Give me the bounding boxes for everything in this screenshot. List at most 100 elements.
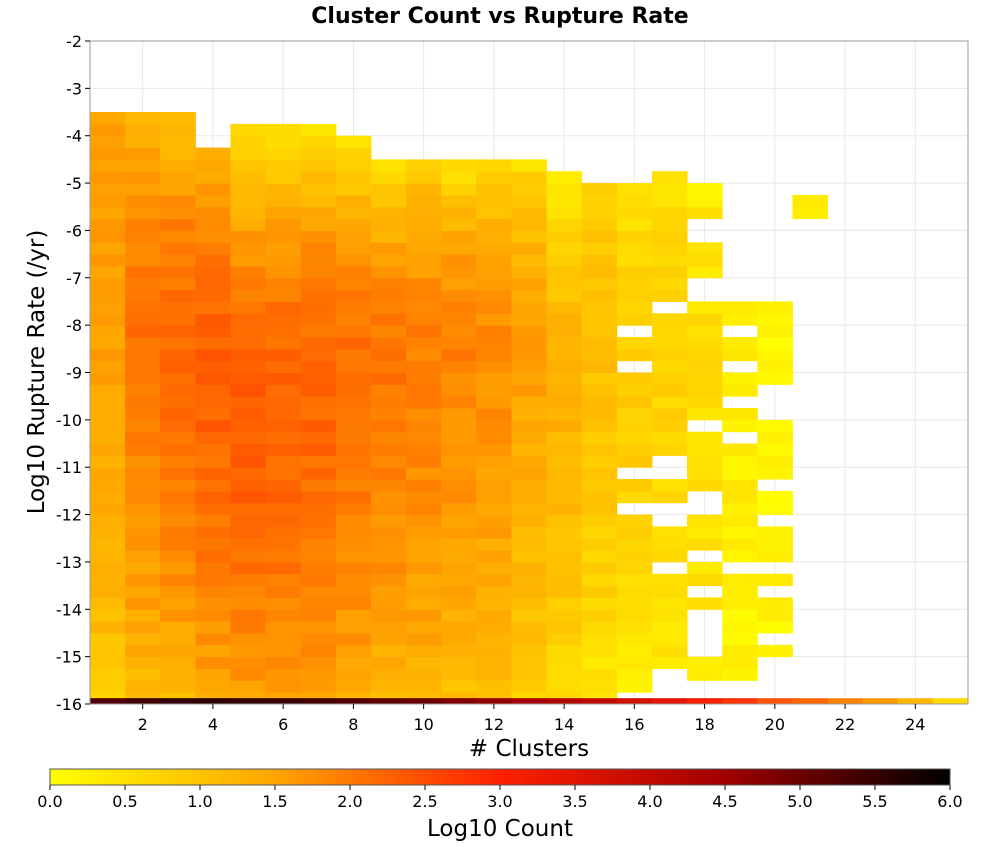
heatmap-cell xyxy=(616,656,653,669)
heatmap-cell xyxy=(300,680,337,693)
heatmap-cell xyxy=(335,147,372,160)
heatmap-cell xyxy=(90,455,126,468)
heatmap-cell xyxy=(335,443,372,456)
heatmap-cell xyxy=(195,159,231,172)
heatmap-cell xyxy=(335,621,372,634)
heatmap-cell xyxy=(335,336,372,350)
heatmap-cell xyxy=(476,514,512,527)
heatmap-cell xyxy=(511,218,548,231)
heatmap-cell xyxy=(616,550,653,563)
heatmap-cell-bottom xyxy=(406,698,442,704)
heatmap-cell xyxy=(195,455,231,468)
heatmap-cell xyxy=(265,573,302,587)
heatmap-cell xyxy=(265,313,302,326)
heatmap-cell xyxy=(125,277,161,291)
heatmap-cell xyxy=(335,265,372,279)
heatmap-cell xyxy=(441,313,477,326)
heatmap-cell-bottom xyxy=(476,698,512,704)
x-tick-label: 22 xyxy=(835,715,855,734)
heatmap-cell xyxy=(265,396,302,409)
heatmap-cell xyxy=(335,455,372,468)
heatmap-cell xyxy=(616,194,653,208)
heatmap-cell xyxy=(160,443,196,456)
heatmap-cell xyxy=(757,455,793,468)
heatmap-cell xyxy=(335,396,372,409)
heatmap-cell xyxy=(335,419,372,433)
heatmap-cell xyxy=(651,419,688,433)
heatmap-cell xyxy=(160,502,196,516)
heatmap-cell xyxy=(441,159,477,172)
heatmap-cell xyxy=(125,325,161,338)
heatmap-cell xyxy=(90,514,126,527)
heatmap-cell xyxy=(195,668,231,681)
heatmap-cell xyxy=(230,455,267,468)
x-tick-label: 2 xyxy=(138,715,148,734)
heatmap-cell xyxy=(370,218,407,231)
heatmap-cell-bottom xyxy=(687,698,723,704)
y-tick-label: -8 xyxy=(66,316,82,335)
heatmap-cell xyxy=(160,644,196,658)
heatmap-cell xyxy=(757,538,793,551)
colorbar-tick-label: 5.5 xyxy=(862,792,887,811)
heatmap-cell xyxy=(195,597,231,610)
heatmap-cell xyxy=(125,502,161,516)
heatmap-cell xyxy=(300,396,337,409)
heatmap-cell xyxy=(230,561,267,575)
heatmap-cell xyxy=(160,336,196,350)
heatmap-cell xyxy=(476,336,512,350)
x-tick-label: 14 xyxy=(554,715,574,734)
heatmap-cell xyxy=(335,656,372,669)
heatmap-cell xyxy=(792,194,829,208)
x-tick-label: 6 xyxy=(278,715,288,734)
heatmap-cell-bottom xyxy=(862,698,899,704)
heatmap-cell xyxy=(125,112,161,125)
heatmap-cell xyxy=(616,455,653,468)
heatmap-cell xyxy=(441,289,477,302)
heatmap-cell xyxy=(546,538,583,551)
heatmap-cell xyxy=(687,336,723,350)
heatmap-cell xyxy=(300,206,337,220)
heatmap-cell xyxy=(125,123,161,137)
heatmap-cell xyxy=(581,408,618,421)
heatmap-cell xyxy=(300,254,337,267)
heatmap-cell xyxy=(406,348,442,362)
heatmap-cell xyxy=(511,301,548,314)
heatmap-cell xyxy=(406,680,442,693)
heatmap-cell xyxy=(757,621,793,634)
heatmap-cell xyxy=(230,585,267,598)
heatmap-cell xyxy=(511,573,548,587)
heatmap-cell xyxy=(230,396,267,409)
heatmap-cell xyxy=(370,313,407,326)
heatmap-cell xyxy=(546,254,583,267)
heatmap-cell xyxy=(230,360,267,373)
heatmap-cell xyxy=(335,632,372,646)
heatmap-cell xyxy=(511,538,548,551)
heatmap-cell xyxy=(616,230,653,243)
heatmap-cell xyxy=(476,621,512,634)
heatmap-cell xyxy=(511,514,548,527)
heatmap-cell xyxy=(265,218,302,231)
heatmap-cell xyxy=(90,408,126,421)
heatmap-cell xyxy=(476,455,512,468)
heatmap-cell xyxy=(370,277,407,291)
heatmap-cell xyxy=(300,183,337,196)
heatmap-cell xyxy=(616,242,653,255)
heatmap-cell xyxy=(511,656,548,669)
heatmap-cell xyxy=(230,443,267,456)
heatmap-cell xyxy=(300,502,337,516)
heatmap-cell xyxy=(722,550,758,563)
heatmap-cell xyxy=(406,585,442,598)
heatmap-cell xyxy=(616,348,653,362)
heatmap-cell xyxy=(476,408,512,421)
heatmap-cell xyxy=(230,183,267,196)
heatmap-cell xyxy=(441,502,477,516)
heatmap-cell xyxy=(581,218,618,231)
heatmap-cell xyxy=(441,455,477,468)
heatmap-cell xyxy=(476,632,512,646)
heatmap-cell xyxy=(90,171,126,184)
heatmap-cell xyxy=(370,561,407,575)
heatmap-cell xyxy=(160,360,196,373)
heatmap-cell xyxy=(476,348,512,362)
heatmap-cell xyxy=(265,692,302,704)
